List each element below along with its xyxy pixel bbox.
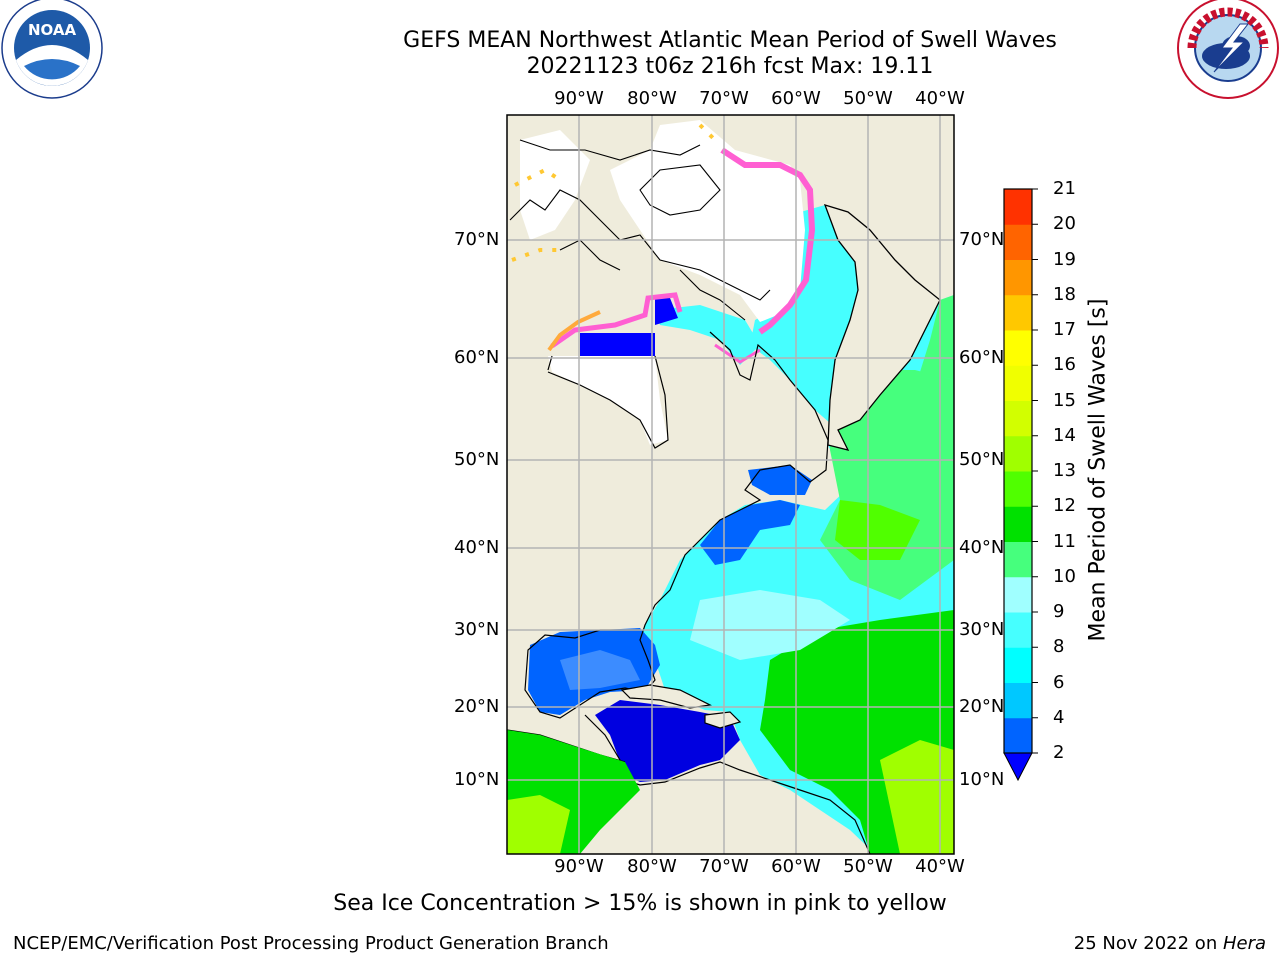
footer-system: Hera (1222, 933, 1266, 954)
gridlines (507, 115, 954, 854)
colorbar-tick-label: 15 (1053, 389, 1076, 411)
lat-label-right-30n: 30°N (959, 619, 1005, 640)
coastline-hispaniola (704, 711, 742, 729)
colorbar-tick-label: 10 (1053, 565, 1076, 587)
colorbar-tick-label: 9 (1053, 601, 1065, 622)
colorbar-tick-label: 8 (1053, 636, 1065, 658)
lat-label-right-20n: 20°N (959, 696, 1005, 717)
colorbar-segment (1004, 400, 1032, 437)
lat-label-right-60n: 60°N (959, 347, 1005, 368)
ice-edge-baffin (720, 147, 816, 335)
colorbar-tick-label: 21 (1053, 178, 1076, 199)
colorbar-segment (1004, 224, 1032, 260)
lon-label-bottom-50w: 50°W (843, 856, 893, 877)
hudson-bay-ice (548, 356, 668, 445)
colorbar-segment (1004, 612, 1032, 648)
colorbar-tick-label: 2 (1053, 742, 1065, 763)
svg-text:NOAA: NOAA (28, 21, 77, 39)
ice-edge-hudson-outer (547, 310, 601, 352)
lon-label-top-50w: 50°W (843, 88, 893, 109)
colorbar-segment (1004, 259, 1032, 296)
noaa-logo: NOAA (1, 0, 103, 99)
lon-label-bottom-90w: 90°W (554, 856, 604, 877)
colorbar-tick-label: 19 (1053, 248, 1076, 270)
colorbar-tick-label: 14 (1053, 424, 1076, 446)
colorbar-segment (1004, 541, 1032, 578)
gulf-inner (560, 650, 640, 690)
coastline-greenland (823, 203, 941, 451)
footer-date-text: 25 Nov 2022 on (1073, 933, 1223, 954)
plot-title: GEFS MEAN Northwest Atlantic Mean Period… (403, 28, 1057, 53)
map-area (507, 115, 954, 854)
colorbar-segment (1004, 576, 1032, 613)
lat-label-left-60n: 60°N (454, 347, 500, 368)
lon-label-bottom-80w: 80°W (627, 856, 677, 877)
lat-label-left-40n: 40°N (454, 537, 500, 558)
colorbar-tick-label: 11 (1053, 530, 1076, 552)
nws-logo (1177, 0, 1279, 99)
footer-date: 25 Nov 2022 on Hera (1074, 933, 1266, 954)
lat-label-left-70n: 70°N (454, 229, 500, 250)
colorbar-segment (1004, 330, 1032, 366)
ice-edge-hudson (550, 292, 683, 349)
lon-label-top-70w: 70°W (699, 88, 749, 109)
lat-label-right-40n: 40°N (959, 537, 1005, 558)
hudson-strait (655, 305, 760, 365)
colorbar-tick-label: 13 (1053, 460, 1076, 481)
lat-label-left-20n: 20°N (454, 696, 500, 717)
colorbar-segment (1004, 189, 1032, 225)
colorbar-segment (1004, 365, 1032, 401)
lat-label-left-10n: 10°N (454, 769, 500, 790)
colorbar-tick-label: 17 (1053, 319, 1076, 340)
colorbar-tick-label: 12 (1053, 495, 1076, 517)
light-cyan-subtropics (690, 590, 850, 660)
colorbar-segment (1004, 506, 1032, 542)
hudson-bay-blue (580, 298, 678, 356)
colorbar-segment (1004, 294, 1032, 331)
colorbar-tick-label: 18 (1053, 283, 1076, 305)
colorbar-segment (1004, 435, 1032, 472)
caribbean-sea (595, 700, 740, 782)
green-zone-mid (835, 500, 920, 560)
colorbar-segment (1004, 647, 1032, 683)
ice-fragments-arctic (511, 123, 717, 262)
footer-credit: NCEP/EMC/Verification Post Processing Pr… (13, 933, 609, 954)
colorbar-tick-label: 16 (1053, 354, 1076, 376)
colorbar-tick-label: 4 (1053, 706, 1065, 728)
lon-label-top-80w: 80°W (627, 88, 677, 109)
lat-label-left-30n: 30°N (454, 619, 500, 640)
lon-label-bottom-60w: 60°W (771, 856, 821, 877)
colorbar-tick-label: 20 (1053, 213, 1076, 235)
green-zone-tropics (880, 740, 954, 854)
colorbar (1003, 188, 1038, 782)
arctic-ice-west (520, 130, 590, 240)
sea-ice-note: Sea Ice Concentration > 15% is shown in … (333, 891, 947, 916)
pacific-yellow-green (507, 795, 570, 854)
colorbar-segment (1004, 682, 1032, 719)
lon-label-bottom-70w: 70°W (699, 856, 749, 877)
lon-label-bottom-40w: 40°W (915, 856, 965, 877)
colorbar-title: Mean Period of Swell Waves [s] (1085, 298, 1111, 642)
colorbar-segment (1004, 471, 1032, 507)
colorbar-extend-arrow (1003, 752, 1033, 782)
lon-label-top-90w: 90°W (554, 88, 604, 109)
lat-label-left-50n: 50°N (454, 449, 500, 470)
lat-label-right-50n: 50°N (959, 449, 1005, 470)
map-frame (506, 114, 955, 855)
colorbar-segment (1004, 717, 1032, 754)
plot-subtitle: 20221123 t06z 216h fcst Max: 19.11 (526, 54, 934, 79)
colorbar-tick-label: 6 (1053, 671, 1065, 693)
lat-label-right-10n: 10°N (959, 769, 1005, 790)
lon-label-top-60w: 60°W (771, 88, 821, 109)
lat-label-right-70n: 70°N (959, 229, 1005, 250)
lon-label-top-40w: 40°W (915, 88, 965, 109)
